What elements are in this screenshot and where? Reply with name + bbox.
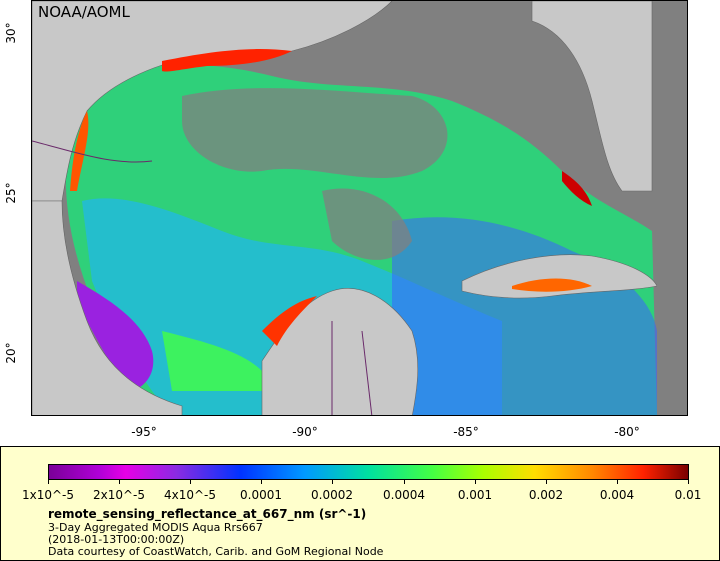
colorbar-tick <box>617 480 618 484</box>
no-data-east-edge <box>657 1 687 415</box>
map-plot-area: NOAA/AOML <box>31 0 688 416</box>
dataset-name: 3-Day Aggregated MODIS Aqua Rrs667 <box>48 521 263 534</box>
y-tick-label: 20° <box>4 342 18 364</box>
colorbar-tick-label: 0.0002 <box>311 488 353 502</box>
coastal-red-yucatan <box>262 296 317 346</box>
colorbar-tick <box>48 480 49 484</box>
time-stamp: (2018-01-13T00:00:00Z) <box>48 533 185 546</box>
colorbar-tick <box>688 480 689 484</box>
x-tick-label: -85° <box>453 425 479 439</box>
colorbar-tick <box>475 480 476 484</box>
cloud-patch-north <box>182 88 448 179</box>
colorbar-tick <box>119 480 120 484</box>
cuba-land <box>461 254 658 299</box>
x-tick-label: -95° <box>131 425 157 439</box>
data-credit: Data courtesy of CoastWatch, Carib. and … <box>48 545 384 558</box>
mexico-land-west <box>32 200 183 415</box>
florida-land <box>531 1 653 192</box>
colorbar-tick-label: 1x10^-5 <box>21 488 75 502</box>
bay-of-campeche-purple <box>77 281 154 391</box>
map-canvas <box>32 1 687 415</box>
x-tick-label: -90° <box>292 425 318 439</box>
legend-panel: 1x10^-5 2x10^-5 4x10^-5 0.0001 0.0002 0.… <box>0 446 720 561</box>
x-tick-label: -80° <box>614 425 640 439</box>
border-line <box>361 330 373 415</box>
coastal-red-north <box>162 49 292 72</box>
colorbar-tick-label: 0.0001 <box>240 488 282 502</box>
colorbar-tick <box>404 480 405 484</box>
colorbar-tick-label: 0.01 <box>674 488 702 502</box>
colorbar-tick <box>190 480 191 484</box>
colorbar-tick-label: 0.001 <box>457 488 493 502</box>
colorbar-tick-label: 0.0004 <box>383 488 425 502</box>
coastal-red-texas <box>70 111 89 191</box>
variable-title: remote_sensing_reflectance_at_667_nm (sr… <box>48 507 367 521</box>
y-tick-label: 30° <box>4 22 18 44</box>
coastal-red-cuba <box>512 278 592 292</box>
colorbar-tick <box>261 480 262 484</box>
noaa-aoml-watermark: NOAA/AOML <box>38 3 130 21</box>
colorbar-tick <box>546 480 547 484</box>
colorbar <box>48 464 689 480</box>
colorbar-tick <box>332 480 333 484</box>
campeche-green <box>162 331 262 391</box>
y-tick-label: 25° <box>4 182 18 204</box>
colorbar-tick-label: 0.004 <box>599 488 635 502</box>
colorbar-tick-label: 2x10^-5 <box>92 488 146 502</box>
coastal-red-florida <box>562 171 592 206</box>
colorbar-tick-label: 0.002 <box>528 488 564 502</box>
cloud-patch-central <box>322 188 412 260</box>
colorbar-tick-label: 4x10^-5 <box>163 488 217 502</box>
border-line <box>32 140 153 163</box>
